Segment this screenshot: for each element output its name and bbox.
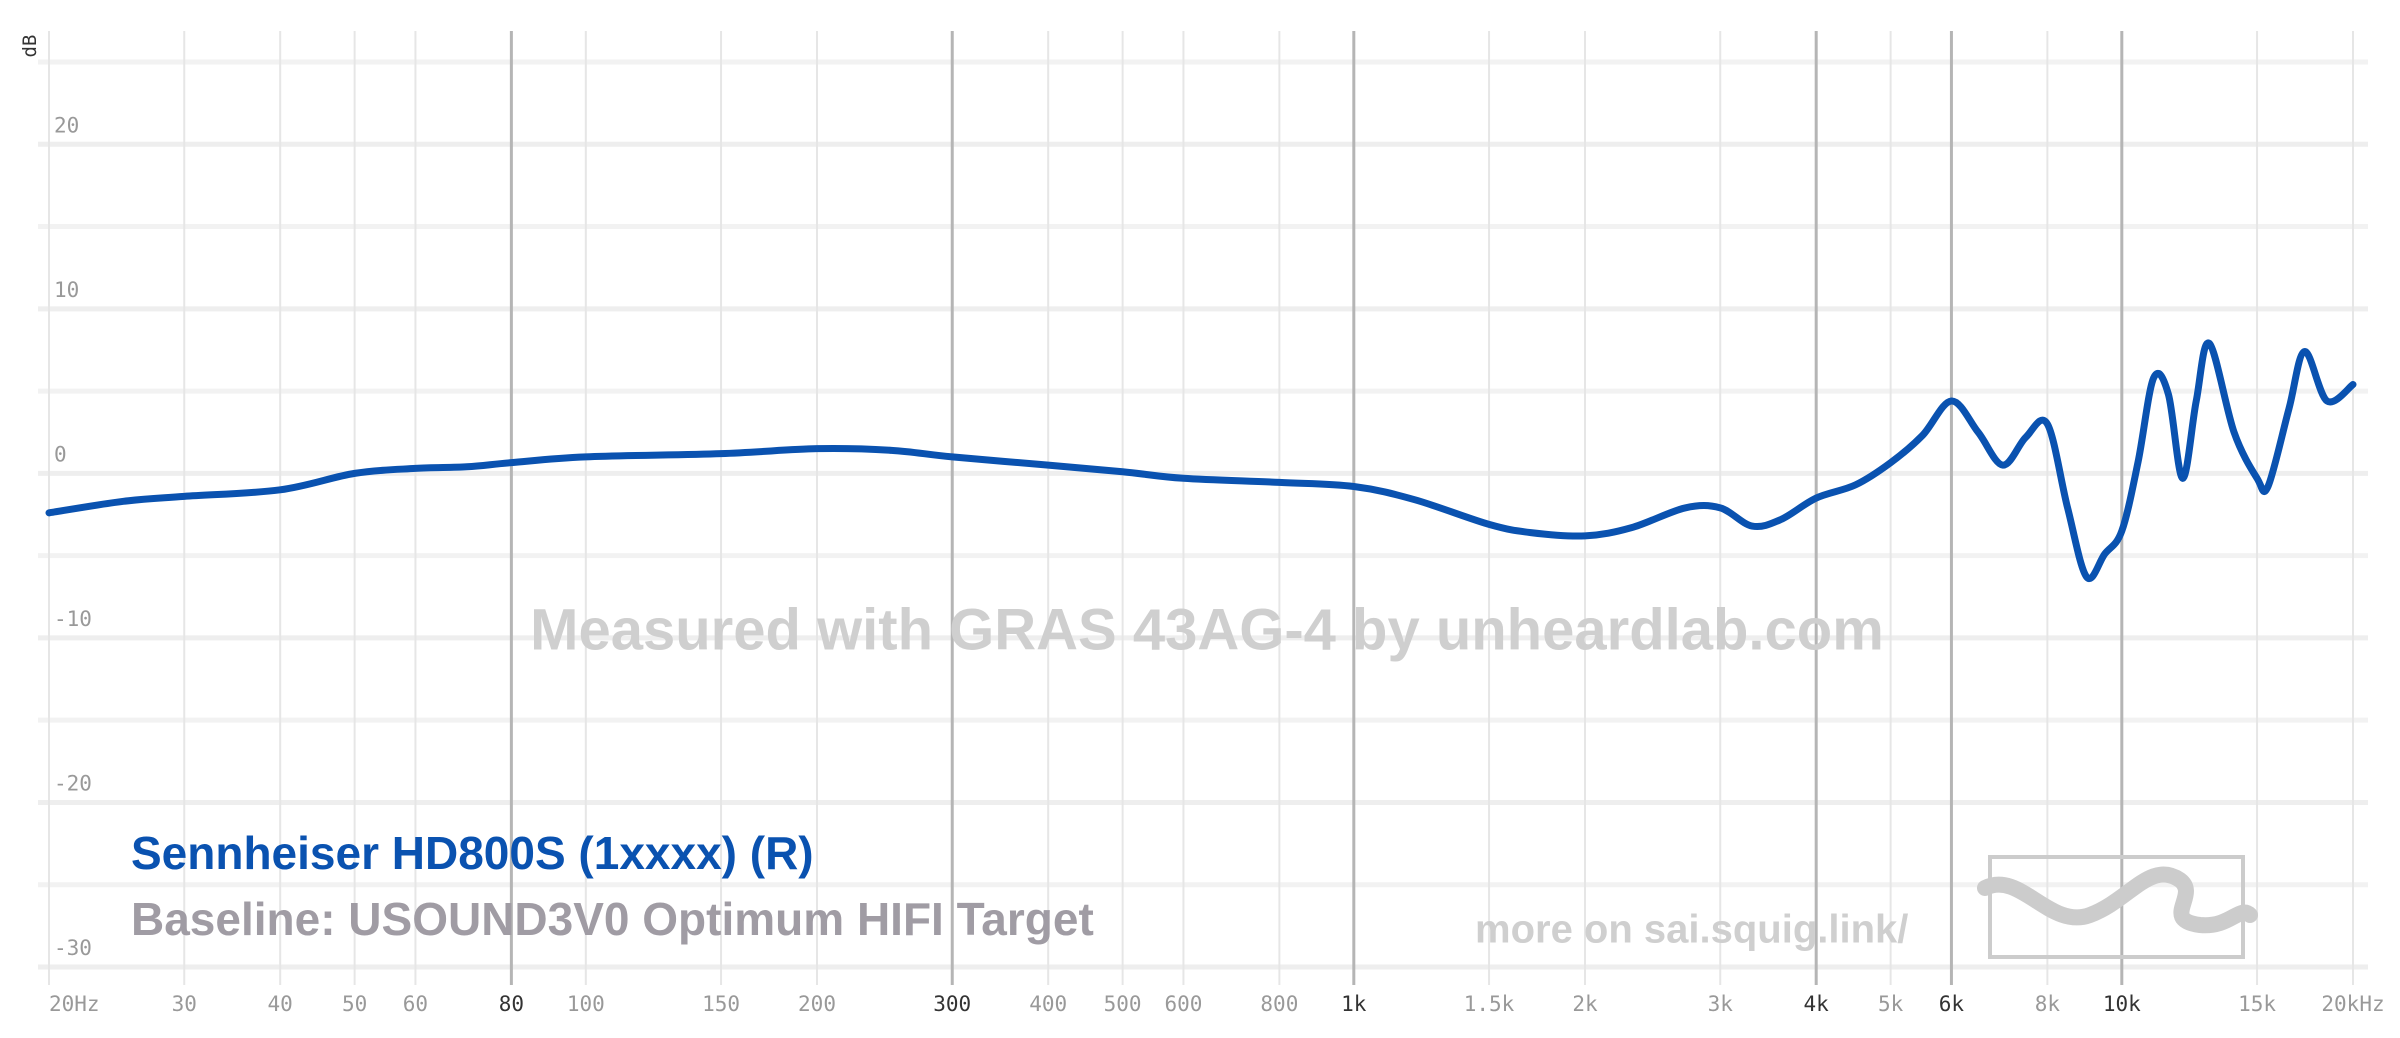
y-tick-label: -20 (54, 771, 92, 795)
y-tick-label: -10 (54, 607, 92, 631)
x-tick-label: 800 (1260, 992, 1298, 1016)
x-tick-label: 400 (1029, 992, 1067, 1016)
x-tick-label: 30 (172, 992, 197, 1016)
legend-entry: Sennheiser HD800S (1xxxx) (R) (131, 827, 814, 879)
logo (1977, 855, 2258, 959)
lines (45, 339, 2357, 583)
x-tick-label: 1.5k (1464, 992, 1515, 1016)
y-tick-label: 20 (54, 113, 79, 137)
x-tick-label: 2k (1572, 992, 1598, 1016)
ticks: -30 -20 -10 0 10 20 20Hz 30 40 50 60 80 100 150 200 300… (49, 113, 2385, 1016)
x-tick-label: 60 (403, 992, 428, 1016)
baseline-label: Baseline: USOUND3V0 Optimum HIFI Target (131, 893, 1094, 945)
x-tick-label: 4k (1804, 992, 1830, 1016)
x-tick-label: 3k (1708, 992, 1734, 1016)
grid (38, 31, 2368, 985)
x-tick-label: 200 (798, 992, 836, 1016)
x-tick-label: 40 (268, 992, 293, 1016)
footer-link: more on sai.squig.link/ (1475, 908, 1908, 952)
x-tick-label: 8k (2035, 992, 2061, 1016)
x-tick-label: 5k (1878, 992, 1904, 1016)
y-tick-label: 0 (54, 442, 67, 466)
x-tick-label: 20kHz (2321, 992, 2384, 1016)
x-tick-label: 150 (702, 992, 740, 1016)
y-tick-label: -30 (54, 936, 92, 960)
x-tick-label: 15k (2238, 992, 2276, 1016)
logo-squiggle (1977, 866, 2258, 934)
x-tick-label: 500 (1104, 992, 1142, 1016)
x-tick-label: 100 (567, 992, 605, 1016)
y-tick-label: 10 (54, 278, 79, 302)
x-tick-label: 20Hz (49, 992, 100, 1016)
x-tick-label: 50 (342, 992, 367, 1016)
y-axis-label: dB (19, 35, 41, 58)
x-tick-label: 1k (1341, 992, 1367, 1016)
x-tick-label: 600 (1164, 992, 1202, 1016)
watermark: Measured with GRAS 43AG-4 by unheardlab.… (530, 597, 1884, 662)
x-tick-label: 6k (1939, 992, 1965, 1016)
x-tick-label: 80 (499, 992, 524, 1016)
x-tick-label: 300 (933, 992, 971, 1016)
fr-line (45, 339, 2357, 583)
x-tick-label: 10k (2103, 992, 2141, 1016)
